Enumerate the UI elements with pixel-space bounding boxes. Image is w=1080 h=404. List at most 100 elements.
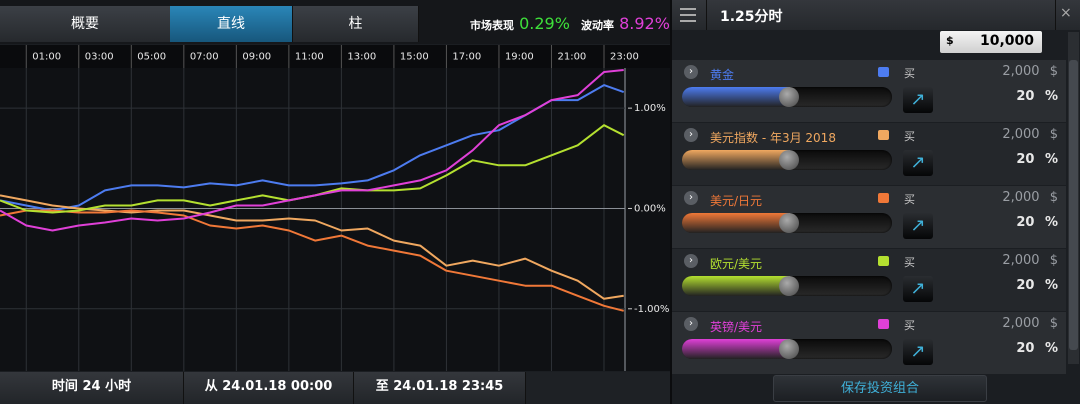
- slider-track[interactable]: [682, 87, 892, 107]
- percent-unit: %: [1044, 152, 1058, 167]
- expand-icon[interactable]: ›: [684, 65, 698, 79]
- x-tick-label: 03:00: [85, 52, 114, 63]
- amount-currency: $: [946, 34, 954, 47]
- asset-row: › 黄金 买 2,000 $ 20 % ↗: [672, 60, 1066, 122]
- asset-row: › 欧元/美元 买 2,000 $ 20 % ↗: [672, 249, 1066, 311]
- action-label[interactable]: 买: [904, 67, 915, 80]
- x-tick-label: 07:00: [190, 52, 219, 63]
- menu-icon[interactable]: [680, 8, 696, 22]
- tab[interactable]: 柱: [293, 6, 419, 42]
- percent-value: 20: [1016, 89, 1035, 104]
- action-label[interactable]: 买: [904, 319, 915, 332]
- trade-button[interactable]: ↗: [903, 87, 933, 113]
- percent-unit: %: [1044, 341, 1058, 356]
- header-sep: [1055, 0, 1056, 30]
- trade-button[interactable]: ↗: [903, 150, 933, 176]
- chart: 01:00 03:00 05:00 07:00 09:00 11:00 13:00 15:00…: [0, 45, 670, 371]
- percent-unit: %: [1044, 89, 1058, 104]
- percent-value: 20: [1016, 341, 1035, 356]
- slider-knob[interactable]: [779, 276, 799, 296]
- expand-icon[interactable]: ›: [684, 317, 698, 331]
- market-value: 0.29%: [519, 14, 570, 33]
- asset-name: 黄金: [710, 68, 735, 82]
- close-icon[interactable]: ×: [1060, 5, 1072, 21]
- asset-percent: 20 %: [1016, 278, 1058, 293]
- expand-icon[interactable]: ›: [684, 128, 698, 142]
- percent-value: 20: [1016, 215, 1035, 230]
- tab-active[interactable]: 直线: [170, 6, 293, 42]
- slider-fill: [682, 276, 790, 296]
- amount-currency: $: [1049, 190, 1058, 205]
- x-tick-label: 01:00: [32, 52, 61, 63]
- header-sep: [706, 0, 707, 30]
- slider-fill: [682, 339, 790, 359]
- amount-currency: $: [1049, 127, 1058, 142]
- slider-knob[interactable]: [779, 150, 799, 170]
- action-label[interactable]: 买: [904, 193, 915, 206]
- scrollbar[interactable]: [1068, 32, 1079, 364]
- asset-row: › 美元/日元 买 2,000 $ 20 % ↗: [672, 186, 1066, 248]
- x-tick-label: 05:00: [137, 52, 166, 63]
- scroll-thumb[interactable]: [1069, 60, 1078, 350]
- lock-icon[interactable]: [878, 319, 889, 329]
- amount-value: 2,000: [1002, 64, 1040, 79]
- amount-currency: $: [1049, 316, 1058, 331]
- x-tick-label: 19:00: [505, 52, 534, 63]
- lock-icon[interactable]: [878, 193, 889, 203]
- y-tick-label: -1.00%: [634, 304, 669, 315]
- slider-track[interactable]: [682, 276, 892, 296]
- x-tick-label: 21:00: [557, 52, 586, 63]
- amount-input[interactable]: $ 10,000: [940, 31, 1042, 53]
- stats: 市场表现 0.29% 波动率 8.92%: [470, 14, 670, 33]
- series-line: [0, 194, 624, 300]
- x-tick-label: 09:00: [242, 52, 271, 63]
- lock-icon[interactable]: [878, 256, 889, 266]
- slider-track[interactable]: [682, 150, 892, 170]
- x-tick-label: 17:00: [452, 52, 481, 63]
- lock-icon[interactable]: [878, 130, 889, 140]
- amount-value: 2,000: [1002, 127, 1040, 142]
- slider-track[interactable]: [682, 339, 892, 359]
- expand-icon[interactable]: ›: [684, 254, 698, 268]
- slider-knob[interactable]: [779, 213, 799, 233]
- asset-percent: 20 %: [1016, 89, 1058, 104]
- volatility-label: 波动率: [581, 19, 615, 32]
- action-label[interactable]: 买: [904, 256, 915, 269]
- slider-knob[interactable]: [779, 87, 799, 107]
- slider-fill: [682, 87, 790, 107]
- y-tick-label: 0.00%: [634, 203, 666, 214]
- save-button[interactable]: 保存投资组合: [773, 375, 987, 402]
- footer-blank: [526, 372, 670, 404]
- asset-percent: 20 %: [1016, 341, 1058, 356]
- percent-unit: %: [1044, 215, 1058, 230]
- percent-unit: %: [1044, 278, 1058, 293]
- series-line: [0, 69, 624, 232]
- plot-bg: [0, 68, 670, 371]
- y-tick-label: 1.00%: [634, 103, 666, 114]
- trade-button[interactable]: ↗: [903, 213, 933, 239]
- percent-value: 20: [1016, 152, 1035, 167]
- panel-header: 1.25分时 ×: [672, 0, 1080, 30]
- slider-fill: [682, 150, 790, 170]
- divider: [670, 0, 672, 404]
- asset-name: 英镑/美元: [710, 320, 763, 334]
- expand-icon[interactable]: ›: [684, 191, 698, 205]
- slider-track[interactable]: [682, 213, 892, 233]
- footer-to: 至 24.01.18 23:45: [354, 372, 526, 404]
- tab[interactable]: 概要: [0, 6, 171, 42]
- asset-percent: 20 %: [1016, 215, 1058, 230]
- amount-value: 2,000: [1002, 253, 1040, 268]
- footer-period: 时间 24 小时: [0, 372, 184, 404]
- asset-amount: 2,000 $: [1002, 253, 1058, 268]
- slider-knob[interactable]: [779, 339, 799, 359]
- asset-row: › 英镑/美元 买 2,000 $ 20 % ↗: [672, 312, 1066, 374]
- x-tick-label: 23:00: [610, 52, 639, 63]
- trade-button[interactable]: ↗: [903, 276, 933, 302]
- x-tick-label: 15:00: [400, 52, 429, 63]
- asset-amount: 2,000 $: [1002, 64, 1058, 79]
- x-tick-label: 13:00: [347, 52, 376, 63]
- action-label[interactable]: 买: [904, 130, 915, 143]
- lock-icon[interactable]: [878, 67, 889, 77]
- trade-button[interactable]: ↗: [903, 339, 933, 365]
